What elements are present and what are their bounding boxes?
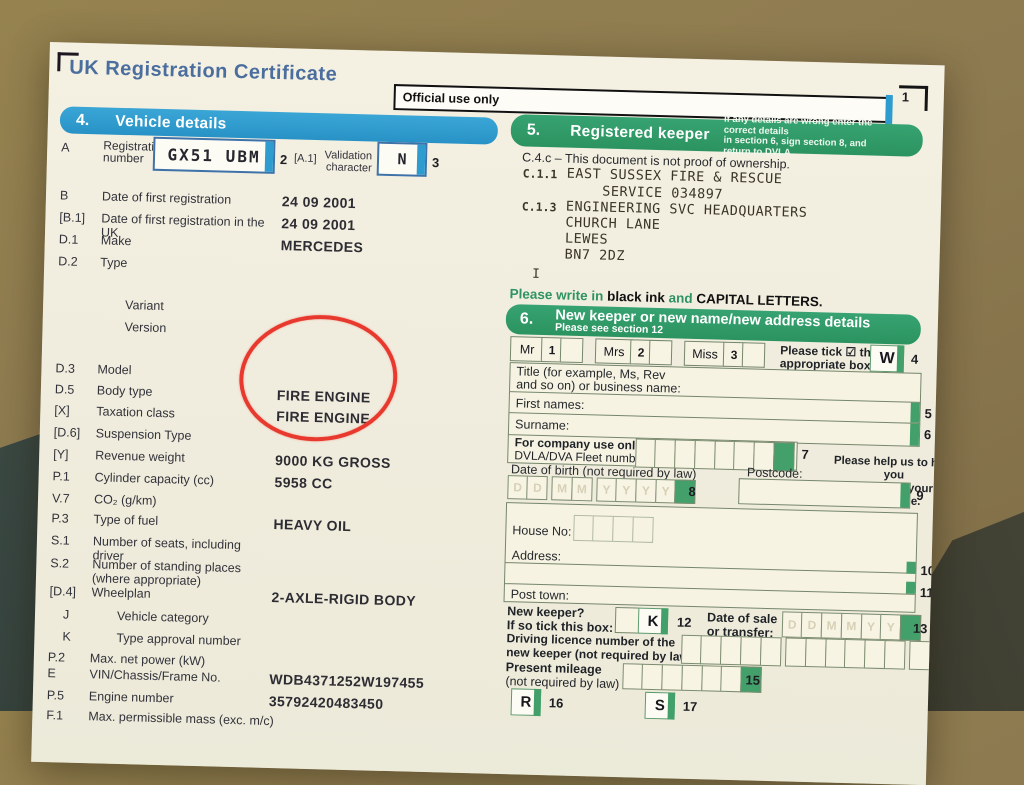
field-row: P.2 Max. net power (kW)	[47, 650, 206, 669]
marker-9: 9	[916, 487, 924, 504]
fleet-number-cells[interactable]	[634, 438, 795, 472]
official-use-label: Official use only	[402, 90, 500, 107]
field-i-label: I	[531, 266, 541, 282]
green-strip	[896, 345, 905, 373]
page-title: UK Registration Certificate	[69, 56, 338, 86]
title-miss-tickbox[interactable]	[741, 342, 766, 368]
green-strip	[660, 608, 669, 635]
field-row: [Y] Revenue weight 9000 KG GROSS	[53, 447, 392, 472]
marker-13: 13	[912, 620, 928, 637]
green-strip	[905, 581, 916, 594]
field-row: Variant	[124, 298, 164, 314]
keeper-code-c11: C.1.1	[522, 166, 558, 182]
field-row: P.3 Type of fuel HEAVY OIL	[51, 511, 352, 535]
title-mrs-label: Mrs	[594, 338, 634, 365]
address-block[interactable]: House No: Address: Post town:	[503, 502, 918, 613]
marker-15: 15	[745, 672, 761, 688]
green-strip	[533, 688, 542, 717]
green-strip	[900, 483, 910, 508]
field-row: [D.4] Wheelplan 2-AXLE-RIGID BODY	[49, 584, 417, 609]
postcode-field[interactable]	[738, 478, 911, 509]
w-box: W	[869, 344, 905, 373]
house-no-cells[interactable]	[572, 514, 654, 543]
registration-number: GX51 UBM	[167, 144, 261, 167]
section5-title: Registered keeper	[569, 122, 710, 144]
title-mr-tickbox[interactable]	[559, 337, 584, 364]
marker-3: 3	[431, 155, 440, 171]
field-row: K Type approval number	[62, 629, 241, 649]
validation-character-label: Validation character	[324, 149, 373, 175]
present-mileage-label: Present mileage (not required by law)	[505, 660, 620, 692]
keeper-address-line3: LEWES	[564, 230, 609, 248]
marker-7: 7	[801, 446, 809, 462]
marker-16: 16	[548, 695, 564, 711]
r-box: R	[510, 688, 542, 717]
green-strip	[909, 423, 920, 446]
section6-title-block: New keeper or new name/new address detai…	[555, 307, 871, 341]
plate-blue-strip	[416, 144, 426, 175]
marker-4: 4	[910, 351, 919, 367]
driving-licence-label: Driving licence number of the new keeper…	[506, 631, 694, 664]
v5c-registration-certificate: UK Registration Certificate Official use…	[31, 42, 945, 785]
marker-17: 17	[682, 698, 698, 715]
present-mileage-cells[interactable]	[621, 663, 762, 693]
keeper-postcode: BN7 2DZ	[564, 246, 626, 265]
title-mrs-tickbox[interactable]	[648, 339, 673, 366]
green-strip	[906, 561, 916, 574]
marker-8: 8	[688, 483, 696, 500]
green-strip	[910, 402, 920, 425]
validation-character-box: N	[376, 141, 428, 177]
registration-number-plate: GX51 UBM	[152, 136, 276, 174]
reg-code: A	[61, 140, 70, 155]
section5-header: 5. Registered keeper If any details are …	[510, 114, 924, 158]
section4-title: Vehicle details	[115, 112, 227, 133]
green-strip	[667, 692, 676, 720]
marker-12: 12	[676, 614, 692, 630]
k-box: K	[637, 607, 669, 635]
marker-5: 5	[924, 406, 933, 422]
plate-blue-strip	[264, 141, 274, 172]
section4-number: 4.	[75, 111, 90, 129]
section5-number: 5.	[526, 121, 541, 139]
page-marker: 1	[901, 89, 910, 105]
title-mr-label: Mr	[509, 336, 545, 363]
keeper-code-c13: C.1.3	[521, 199, 557, 215]
field-row: B Date of first registration 24 09 2001	[59, 188, 357, 212]
section5-note: If any details are wrong enter the corre…	[723, 113, 873, 158]
new-keeper-label: New keeper? If so tick this box:	[506, 604, 614, 635]
marker-2: 2	[279, 152, 288, 168]
tick-appropriate-box-note: Please tick ☑ the appropriate box	[779, 343, 878, 373]
validation-character: N	[397, 150, 407, 169]
section6-number: 6.	[519, 310, 534, 328]
marker-6: 6	[923, 427, 932, 443]
title-miss-label: Miss	[683, 340, 727, 367]
s-box: S	[644, 691, 676, 720]
a1-bracket: [A.1]	[293, 152, 317, 166]
